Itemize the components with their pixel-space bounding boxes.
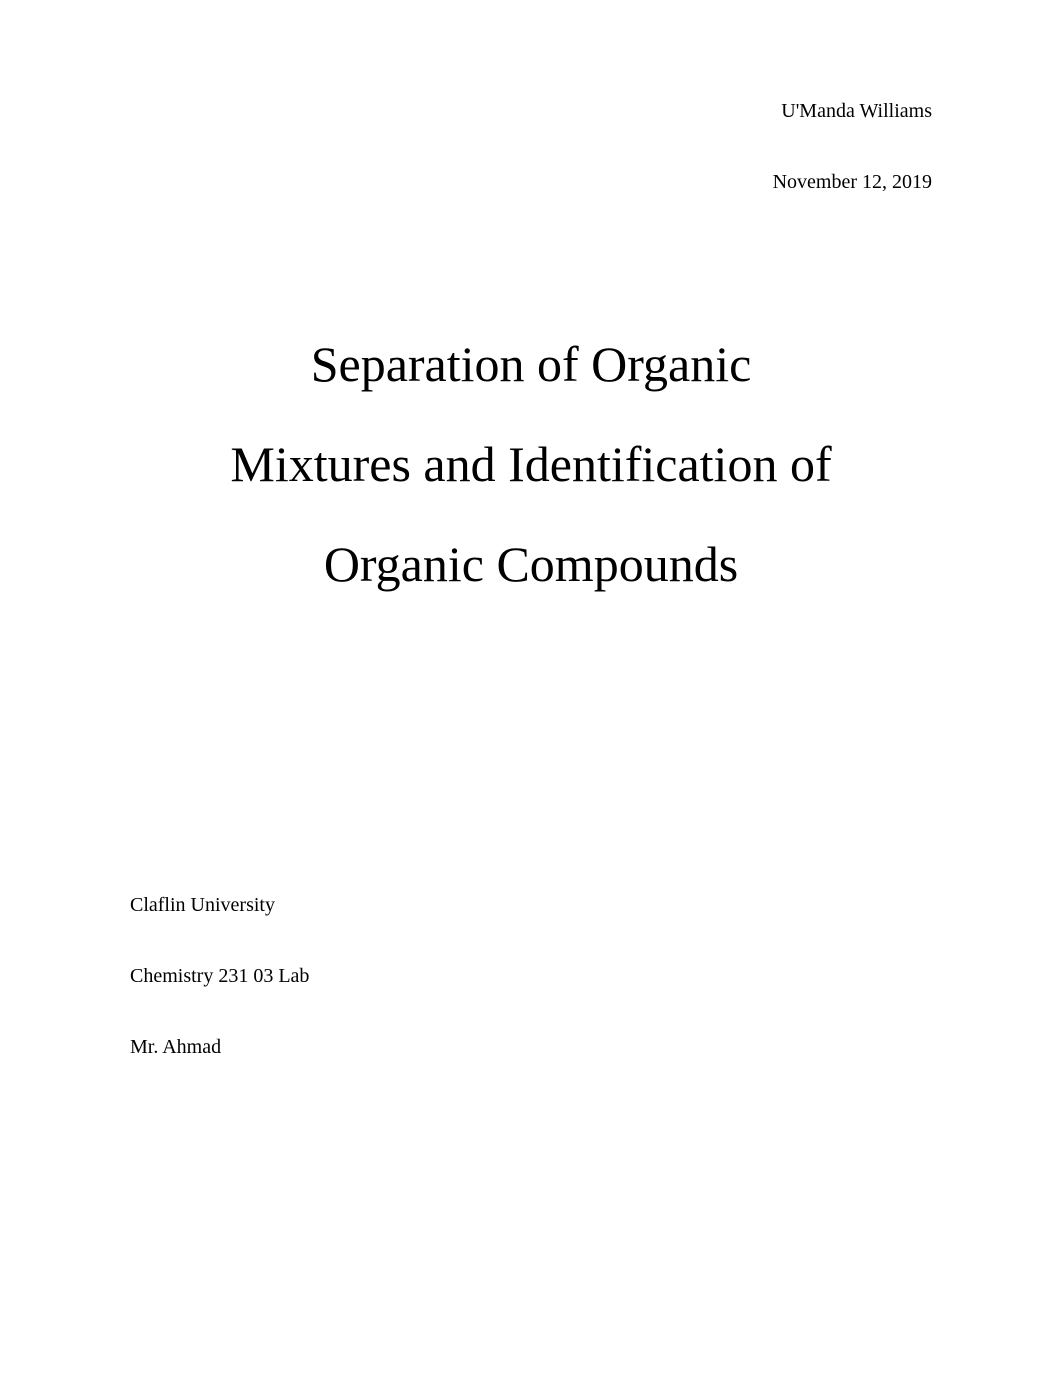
author-name: U'Manda Williams xyxy=(130,100,932,123)
document-date: November 12, 2019 xyxy=(130,171,932,194)
institution-name: Claflin University xyxy=(130,894,932,917)
title-block: Separation of Organic Mixtures and Ident… xyxy=(130,314,932,614)
header-block: U'Manda Williams November 12, 2019 xyxy=(130,100,932,194)
instructor-name: Mr. Ahmad xyxy=(130,1036,932,1059)
title-line-1: Separation of Organic xyxy=(130,314,932,414)
footer-block: Claflin University Chemistry 231 03 Lab … xyxy=(130,894,932,1059)
title-line-2: Mixtures and Identification of xyxy=(130,414,932,514)
course-name: Chemistry 231 03 Lab xyxy=(130,965,932,988)
title-line-3: Organic Compounds xyxy=(130,514,932,614)
